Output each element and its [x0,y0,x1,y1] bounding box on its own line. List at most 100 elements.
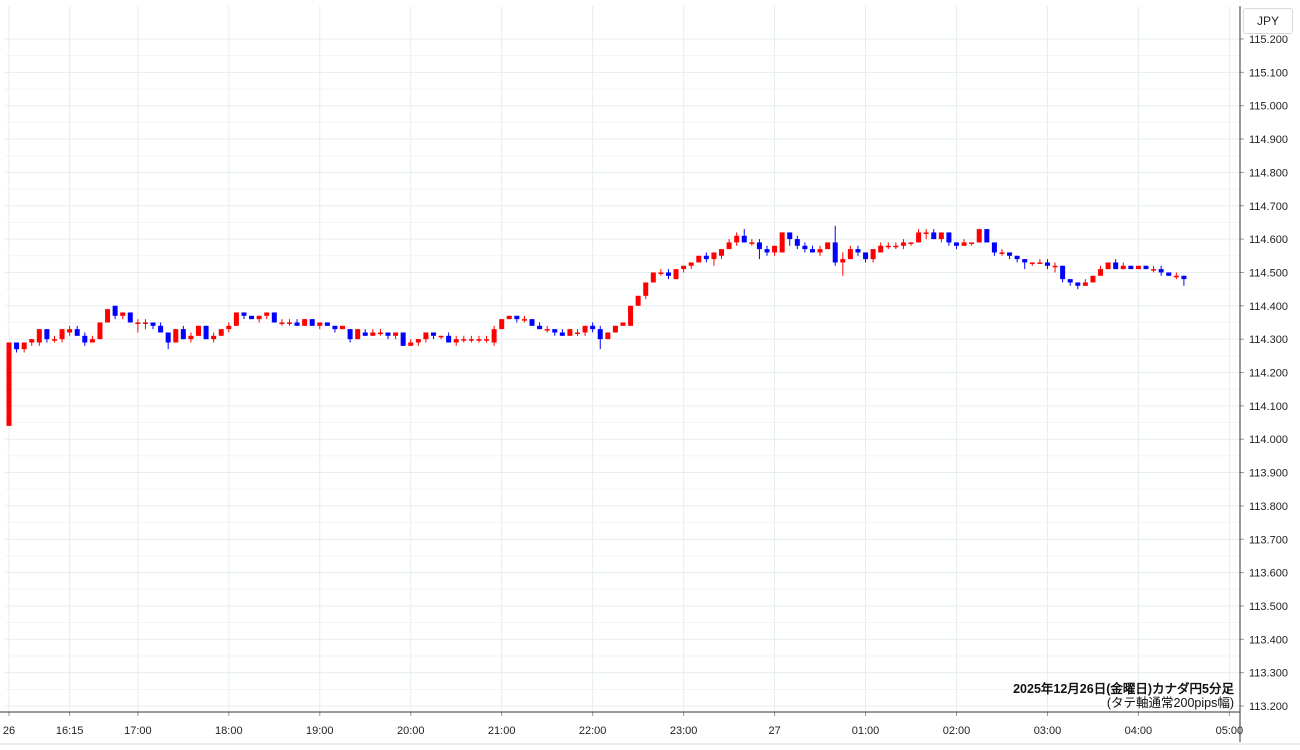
y-tick-label: 113.600 [1249,568,1288,580]
y-tick-label: 114.600 [1249,234,1288,246]
candle-body [582,325,588,333]
candle-body [863,252,869,260]
caption-subtitle: (タテ軸通常200pips幅) [1106,696,1234,710]
x-tick-label: 18:00 [215,725,243,737]
candle-body [506,315,512,320]
candle-body [256,315,262,320]
candle-body [44,329,50,340]
candle-body [430,332,436,336]
x-tick-label: 05:00 [1216,725,1244,737]
candle-body [779,232,785,253]
candle-body [559,332,565,336]
candle-body [74,329,80,336]
candle-body [279,322,285,324]
caption-title: 2025年12月26日(金曜日)カナダ円5分足 [1013,682,1234,696]
candle-body [1181,275,1187,280]
candle-body [347,329,353,340]
y-tick-label: 114.300 [1249,334,1288,346]
candle-body [6,342,12,426]
candle-body [415,339,421,343]
candle-body [741,235,747,243]
x-tick-label: 01:00 [852,725,880,737]
candle-body [1151,269,1157,271]
candle-body [749,242,755,244]
candle-body [97,322,103,340]
candle-body [650,272,656,283]
x-tick-label: 17:00 [124,725,152,737]
candle-body [756,242,762,250]
candle-body [1044,262,1050,266]
candle-body [82,335,88,343]
candle-body [605,332,611,340]
candle-body [537,325,543,330]
candle-body [120,312,126,316]
candle-body [529,319,535,326]
candle-body [309,319,315,326]
candle-body [658,272,664,274]
candle-body [832,242,838,263]
candle-body [734,235,740,243]
x-tick-label: 21:00 [488,725,516,737]
candle-body [1067,279,1073,283]
y-tick-label: 114.700 [1249,201,1288,213]
candle-body [14,342,20,350]
x-tick-label: 23:00 [670,725,698,737]
candle-body [817,249,823,253]
y-tick-label: 115.100 [1249,67,1288,79]
candle-body [1128,265,1134,270]
candle-body [969,242,975,244]
candle-body [878,245,884,253]
candle-body [575,332,580,334]
candle-body [991,242,997,253]
candle-body [847,249,853,260]
candle-body [1158,269,1164,273]
candle-body [1029,262,1035,264]
candle-body [1143,265,1149,270]
candle-body [794,239,800,246]
y-tick-label: 113.700 [1249,534,1288,546]
candle-body [673,269,679,280]
candle-body [1052,265,1058,268]
candle-body [719,249,725,256]
y-tick-label: 114.500 [1249,267,1288,279]
candle-body [1105,262,1111,270]
candle-body [127,312,133,323]
candle-body [1135,265,1141,270]
candle-body [294,322,300,326]
candle-body [29,339,35,343]
currency-label[interactable]: JPY [1243,8,1293,34]
candle-body [961,242,967,246]
candle-body [1037,262,1043,264]
candle-body [453,339,459,343]
candle-body [567,329,573,336]
candle-body [893,245,899,248]
x-tick-label: 22:00 [579,725,607,737]
candle-body [764,249,770,253]
candle-body [446,335,452,343]
candle-body [1090,275,1096,283]
x-tick-label: 26 [3,725,15,737]
x-tick-label: 02:00 [943,725,971,737]
candle-body [105,309,111,323]
candle-body [688,262,694,266]
candle-body [681,265,687,270]
candle-body [1173,275,1179,278]
candle-body [590,325,596,330]
candle-body [89,339,95,343]
candle-body [180,329,186,340]
chart-caption: 2025年12月26日(金曜日)カナダ円5分足 (タテ軸通常200pips幅) [1013,682,1234,710]
candle-body [1007,252,1013,256]
candle-body [1060,265,1066,280]
candle-body [362,332,368,336]
candle-body [226,325,232,330]
y-tick-label: 113.200 [1249,701,1288,713]
candle-body [142,322,148,324]
candle-body [802,245,808,250]
candle-body [1082,282,1088,286]
candle-body [218,329,224,336]
candle-body [340,325,346,330]
candle-body [643,282,649,296]
candle-body [696,255,702,263]
